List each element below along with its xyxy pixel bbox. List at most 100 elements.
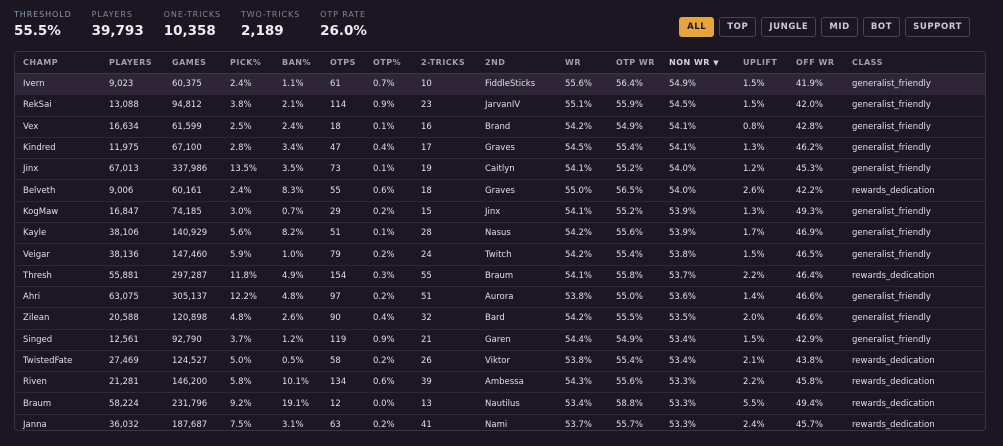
- stat-label: THRESHOLD: [14, 10, 72, 19]
- cell-champ: Zilean: [15, 307, 101, 330]
- table-row[interactable]: Riven 21,281 146,200 5.8% 10.1% 134 0.6% 39 Ambe…: [15, 371, 985, 394]
- cell-non-wr: 53.4%: [661, 329, 735, 351]
- column-header-otp-wr[interactable]: OTP WR: [608, 52, 661, 74]
- champion-table-container[interactable]: CHAMP PLAYERS GAMES PICK% BAN% OTPS OTP% 2-TRIC…: [14, 51, 986, 431]
- cell-non-wr: 53.9%: [661, 222, 735, 245]
- table-row[interactable]: Veigar 38,136 147,460 5.9% 1.0% 79 0.2% 24 Twitc…: [15, 243, 985, 266]
- filter-mid-button[interactable]: MID: [821, 17, 858, 37]
- table-row[interactable]: Singed 12,561 92,790 3.7% 1.2% 119 0.9% 21 Garen…: [15, 329, 985, 351]
- cell-otp-: 0.2%: [365, 414, 413, 430]
- table-row[interactable]: Belveth 9,006 60,161 2.4% 8.3% 55 0.6% 18 Graves…: [15, 179, 985, 202]
- cell-non-wr: 53.3%: [661, 392, 735, 415]
- cell-wr: 53.8%: [557, 286, 608, 309]
- cell-non-wr: 53.3%: [661, 414, 735, 430]
- cell-games: 92,790: [164, 329, 222, 351]
- cell-players: 27,469: [101, 350, 164, 373]
- cell-otps: 73: [322, 158, 365, 181]
- stat-otp-rate: OTP RATE 26.0%: [320, 10, 367, 40]
- column-header-wr[interactable]: WR: [557, 52, 608, 74]
- table-row[interactable]: Thresh 55,881 297,287 11.8% 4.9% 154 0.3% 55 Bra…: [15, 265, 985, 287]
- column-header-2-tricks[interactable]: 2-TRICKS: [413, 52, 477, 74]
- column-header-players[interactable]: PLAYERS: [101, 52, 164, 74]
- column-header-ban-[interactable]: BAN%: [274, 52, 322, 74]
- cell-games: 67,100: [164, 137, 222, 160]
- cell-players: 58,224: [101, 392, 164, 415]
- cell-wr: 53.7%: [557, 414, 608, 430]
- cell-non-wr: 54.0%: [661, 158, 735, 181]
- filter-support-button[interactable]: SUPPORT: [905, 17, 970, 37]
- cell-uplift: 1.3%: [735, 137, 788, 160]
- table-row[interactable]: Janna 36,032 187,687 7.5% 3.1% 63 0.2% 41 Nami 53…: [15, 414, 985, 430]
- cell-pick-: 5.9%: [222, 243, 274, 266]
- cell-ban-: 1.1%: [274, 73, 322, 96]
- cell-champ: KogMaw: [15, 201, 101, 224]
- cell-ban-: 2.4%: [274, 116, 322, 138]
- table-row[interactable]: Vex 16,634 61,599 2.5% 2.4% 18 0.1% 16 Brand 54.2…: [15, 116, 985, 138]
- cell-otps: 134: [322, 371, 365, 394]
- cell-otps: 119: [322, 329, 365, 351]
- filter-jungle-button[interactable]: JUNGLE: [761, 17, 817, 37]
- table-row[interactable]: Braum 58,224 231,796 9.2% 19.1% 12 0.0% 13 Nauti…: [15, 392, 985, 415]
- cell-pick-: 11.8%: [222, 265, 274, 287]
- column-header-2nd[interactable]: 2ND: [477, 52, 557, 74]
- cell-2-tricks: 39: [413, 371, 477, 394]
- table-row[interactable]: Kayle 38,106 140,929 5.6% 8.2% 51 0.1% 28 Nasus 5…: [15, 222, 985, 245]
- cell-wr: 55.6%: [557, 73, 608, 96]
- stat-one-tricks: ONE-TRICKS 10,358: [164, 10, 221, 40]
- table-row[interactable]: Zilean 20,588 120,898 4.8% 2.6% 90 0.4% 32 Bard 5…: [15, 307, 985, 330]
- cell-ban-: 1.2%: [274, 329, 322, 351]
- table-row[interactable]: KogMaw 16,847 74,185 3.0% 0.7% 29 0.2% 15 Jinx 54…: [15, 201, 985, 224]
- table-row[interactable]: Ahri 63,075 305,137 12.2% 4.8% 97 0.2% 51 Aurora…: [15, 286, 985, 309]
- cell-pick-: 5.0%: [222, 350, 274, 373]
- cell-players: 63,075: [101, 286, 164, 309]
- cell-otp-wr: 55.4%: [608, 350, 661, 373]
- cell-uplift: 1.5%: [735, 73, 788, 96]
- column-header-pick-[interactable]: PICK%: [222, 52, 274, 74]
- column-header-class[interactable]: CLASS: [844, 52, 985, 74]
- cell-players: 9,023: [101, 73, 164, 96]
- filter-all-button[interactable]: ALL: [679, 17, 715, 37]
- cell-off-wr: 42.2%: [788, 179, 844, 202]
- cell-otp-: 0.1%: [365, 116, 413, 138]
- cell-class: generalist_friendly: [844, 158, 985, 181]
- cell-games: 231,796: [164, 392, 222, 415]
- cell-off-wr: 46.4%: [788, 265, 844, 287]
- cell-otp-wr: 58.8%: [608, 392, 661, 415]
- cell-otp-wr: 55.0%: [608, 286, 661, 309]
- table-row[interactable]: Jinx 67,013 337,986 13.5% 3.5% 73 0.1% 19 Caitly…: [15, 158, 985, 181]
- cell-otp-: 0.7%: [365, 73, 413, 96]
- cell-class: rewards_dedication: [844, 414, 985, 430]
- column-header-uplift[interactable]: UPLIFT: [735, 52, 788, 74]
- cell-off-wr: 46.2%: [788, 137, 844, 160]
- cell-2-tricks: 16: [413, 116, 477, 138]
- filter-top-button[interactable]: TOP: [719, 17, 757, 37]
- table-row[interactable]: Ivern 9,023 60,375 2.4% 1.1% 61 0.7% 10 FiddleSt…: [15, 73, 985, 96]
- sort-desc-icon: ▼: [713, 59, 720, 67]
- table-body: Ivern 9,023 60,375 2.4% 1.1% 61 0.7% 10 FiddleSt…: [15, 73, 985, 430]
- column-header-otps[interactable]: OTPS: [322, 52, 365, 74]
- cell-2-tricks: 23: [413, 94, 477, 117]
- cell-games: 140,929: [164, 222, 222, 245]
- column-header-non-wr[interactable]: NON WR ▼: [661, 52, 735, 74]
- cell-otp-wr: 55.6%: [608, 371, 661, 394]
- column-header-champ[interactable]: CHAMP: [15, 52, 101, 74]
- cell-players: 67,013: [101, 158, 164, 181]
- column-header-games[interactable]: GAMES: [164, 52, 222, 74]
- table-row[interactable]: TwistedFate 27,469 124,527 5.0% 0.5% 58 0.2% 26…: [15, 350, 985, 373]
- filter-bot-button[interactable]: BOT: [862, 17, 901, 37]
- table-row[interactable]: Kindred 11,975 67,100 2.8% 3.4% 47 0.4% 17 Grave…: [15, 137, 985, 160]
- stat-label: PLAYERS: [91, 10, 133, 19]
- cell-2nd: Viktor: [477, 350, 557, 373]
- cell-games: 305,137: [164, 286, 222, 309]
- table-row[interactable]: RekSai 13,088 94,812 3.8% 2.1% 114 0.9% 23 Jarva…: [15, 94, 985, 117]
- cell-class: generalist_friendly: [844, 116, 985, 138]
- cell-games: 147,460: [164, 243, 222, 266]
- column-header-off-wr[interactable]: OFF WR: [788, 52, 844, 74]
- cell-ban-: 3.1%: [274, 414, 322, 430]
- cell-uplift: 1.5%: [735, 243, 788, 266]
- column-header-label: 2ND: [485, 58, 506, 67]
- column-header-otp-[interactable]: OTP%: [365, 52, 413, 74]
- cell-class: generalist_friendly: [844, 329, 985, 351]
- cell-ban-: 3.5%: [274, 158, 322, 181]
- table-header-row: CHAMP PLAYERS GAMES PICK% BAN% OTPS OTP% 2-TRIC…: [15, 52, 985, 74]
